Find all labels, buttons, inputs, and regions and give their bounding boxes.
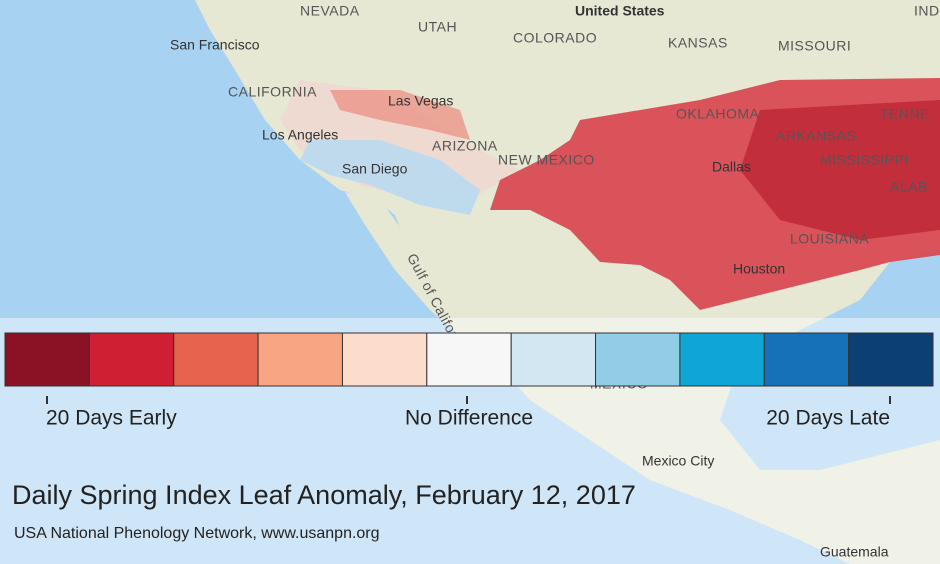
place-label: Mexico City xyxy=(642,453,714,469)
legend-swatch xyxy=(257,332,343,387)
place-label: San Francisco xyxy=(170,37,260,53)
place-label: CALIFORNIA xyxy=(228,84,317,100)
place-label: IND xyxy=(914,3,940,19)
place-label: ARKANSAS xyxy=(776,128,856,144)
place-label: Houston xyxy=(733,261,785,277)
legend-label: 20 Days Late xyxy=(766,407,890,430)
place-label: Los Angeles xyxy=(262,127,338,143)
place-label: TENNE xyxy=(880,106,930,122)
place-label: KANSAS xyxy=(668,35,728,51)
title: Daily Spring Index Leaf Anomaly, Februar… xyxy=(12,480,636,510)
anomaly-early-core xyxy=(740,100,940,240)
legend: 20 Days Early No Difference 20 Days Late xyxy=(4,332,934,430)
place-label: Las Vegas xyxy=(388,93,453,109)
place-label: COLORADO xyxy=(513,30,597,46)
place-label: United States xyxy=(575,3,665,19)
legend-swatch xyxy=(679,332,765,387)
legend-label: No Difference xyxy=(405,407,533,430)
place-label: San Diego xyxy=(342,161,408,177)
legend-swatch xyxy=(4,332,90,387)
legend-swatch xyxy=(173,332,259,387)
place-label: LOUISIANA xyxy=(790,231,869,247)
legend-swatch xyxy=(426,332,512,387)
legend-label: 20 Days Early xyxy=(46,407,177,430)
place-label: Guatemala xyxy=(820,544,889,560)
place-label: ARIZONA xyxy=(432,138,498,154)
baja-peninsula xyxy=(345,192,478,340)
legend-swatch xyxy=(595,332,681,387)
place-label: UTAH xyxy=(418,19,457,35)
legend-swatch xyxy=(341,332,428,387)
place-label: Dallas xyxy=(712,159,751,175)
place-label: NEW MEXICO xyxy=(498,152,595,168)
place-label: OKLAHOMA xyxy=(676,106,760,122)
subtitle: USA National Phenology Network, www.usan… xyxy=(14,525,380,542)
anomaly-early-west xyxy=(330,90,470,140)
legend-swatch xyxy=(510,332,597,387)
place-label: NEVADA xyxy=(300,3,360,19)
legend-swatch xyxy=(88,332,175,387)
legend-swatch xyxy=(763,332,850,387)
anomaly-late xyxy=(300,140,480,215)
place-label: ALAB xyxy=(890,179,928,195)
legend-swatch xyxy=(848,332,934,387)
place-label: MISSISSIPPI xyxy=(820,152,909,168)
place-label: MISSOURI xyxy=(778,38,851,54)
